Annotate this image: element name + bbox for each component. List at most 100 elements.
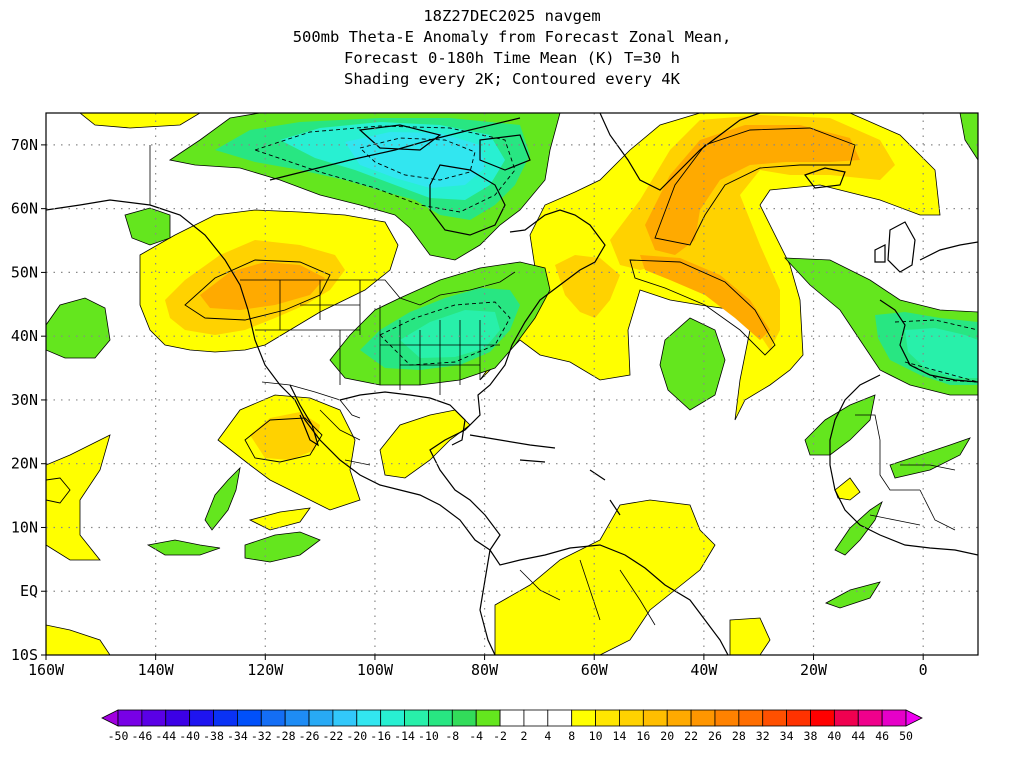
colorbar-label: -2 <box>493 729 507 743</box>
colorbar-swatch <box>690 709 716 727</box>
colorbar-label: -8 <box>445 729 459 743</box>
colorbar-label: 22 <box>684 729 698 743</box>
cool-azores <box>659 317 726 411</box>
x-tick-label: 140W <box>138 661 175 679</box>
cool3-europe <box>905 328 978 378</box>
contour-cold-2 <box>359 137 476 181</box>
colorbar-swatch <box>165 709 191 727</box>
cool-trop-pacific-2 <box>244 531 321 563</box>
colorbar-swatch <box>666 709 692 727</box>
colorbar-label: 40 <box>827 729 841 743</box>
y-tick-label: 20N <box>11 455 38 473</box>
colorbar-swatch <box>571 709 596 727</box>
colorbar-arrow-left <box>101 709 119 727</box>
x-tick-label: 40W <box>690 661 718 679</box>
border-us-mexico <box>261 381 361 419</box>
contour-cold-1 <box>253 125 516 213</box>
colorbar-label: 44 <box>851 729 865 743</box>
colorbar-label: -4 <box>469 729 483 743</box>
contour-cold-3 <box>379 301 511 366</box>
colorbar-swatch <box>332 709 358 727</box>
coast-gulf-of-mexico <box>339 391 466 446</box>
gold-mexico <box>250 412 320 460</box>
colorbar-label: -14 <box>394 729 415 743</box>
colorbar-swatch <box>786 709 811 727</box>
cool4-arctic <box>345 132 485 188</box>
cool3-great-lakes <box>400 310 500 358</box>
cool-n-africa <box>804 394 876 456</box>
colorbar-swatch <box>141 709 167 727</box>
orange-mid-atlantic <box>640 255 770 340</box>
colorbar-label: 38 <box>804 729 818 743</box>
coast-caribbean <box>469 434 621 516</box>
colorbar-label: -46 <box>131 729 152 743</box>
y-tick-label: 60N <box>11 200 38 218</box>
colorbar-label: 4 <box>544 729 551 743</box>
warm-sw-corner <box>46 624 111 655</box>
colorbar-label: -22 <box>323 729 344 743</box>
colorbar-swatch <box>404 709 429 727</box>
coast-north-america-east <box>429 209 606 551</box>
title-line-4: Shading every 2K; Contoured every 4K <box>344 70 680 88</box>
x-tick-label: 160W <box>28 661 65 679</box>
y-tick-label: 10S <box>11 646 38 664</box>
colorbar-label: -10 <box>418 729 439 743</box>
colorbar-swatch <box>213 709 238 727</box>
title-line-3: Forecast 0-180h Time Mean (K) T=30 h <box>344 49 680 67</box>
title-line-2: 500mb Theta-E Anomaly from Forecast Zona… <box>292 28 732 46</box>
colorbar-swatch <box>189 709 214 727</box>
colorbar-swatch <box>595 709 620 727</box>
coast-british-isles <box>874 221 916 273</box>
cool-sw-atl <box>825 581 881 609</box>
x-tick-label: 0 <box>919 661 928 679</box>
colorbar-swatch <box>642 709 668 727</box>
chart-title-block: 18Z27DEC2025 navgem 500mb Theta-E Anomal… <box>0 6 1024 90</box>
colorbar-arrow-right <box>905 709 923 727</box>
y-tick-label: 10N <box>11 518 38 536</box>
warm-w-africa <box>834 477 861 501</box>
cool-baja-offshore <box>204 466 241 531</box>
contour-warm-1 <box>184 259 331 321</box>
y-tick-label: 70N <box>11 136 38 154</box>
gold-newfoundland <box>555 255 620 318</box>
colorbar-label: 46 <box>875 729 889 743</box>
coast-europe <box>879 241 978 383</box>
coast-iceland <box>804 167 846 189</box>
colorbar-swatch <box>523 709 549 727</box>
x-axis: 160W 140W 120W 100W 80W 60W 40W 20W 0 <box>28 655 928 679</box>
colorbar-swatch <box>356 709 382 727</box>
contour-warm-3 <box>629 259 776 356</box>
colorbar-label: 32 <box>756 729 770 743</box>
border-mexico-states <box>319 409 371 466</box>
colorbar-label: -34 <box>227 729 248 743</box>
cool-trop-pacific <box>146 539 221 556</box>
colorbar-swatch <box>451 709 477 727</box>
cool-ne-pacific <box>46 297 111 359</box>
colorbar-label: -38 <box>203 729 224 743</box>
colorbar-swatch <box>881 709 907 727</box>
map-area <box>46 113 978 655</box>
colorbar-swatch <box>810 709 835 727</box>
colorbar-label: -50 <box>108 729 129 743</box>
coast-hudson-bay <box>429 164 506 236</box>
colorbar-label: -16 <box>370 729 391 743</box>
colorbar-swatch <box>619 709 644 727</box>
colorbar-swatch <box>833 709 859 727</box>
title-line-1: 18Z27DEC2025 navgem <box>423 7 601 25</box>
colorbar-swatch <box>857 709 883 727</box>
anomaly-contours <box>46 125 978 504</box>
colorbar-swatch <box>428 709 453 727</box>
coastlines <box>46 113 978 655</box>
colorbar-swatch <box>499 709 525 727</box>
colorbar-label: 26 <box>708 729 722 743</box>
colorbar-swatch <box>738 709 764 727</box>
map-frame <box>45 112 979 656</box>
colorbar-label: -44 <box>155 729 176 743</box>
colorbar-label: 10 <box>589 729 603 743</box>
colorbar-label: -20 <box>346 729 367 743</box>
colorbar-label: 2 <box>520 729 527 743</box>
border-africa <box>855 414 956 531</box>
coast-baja <box>289 384 320 447</box>
warm-mid-pacific <box>248 507 311 531</box>
